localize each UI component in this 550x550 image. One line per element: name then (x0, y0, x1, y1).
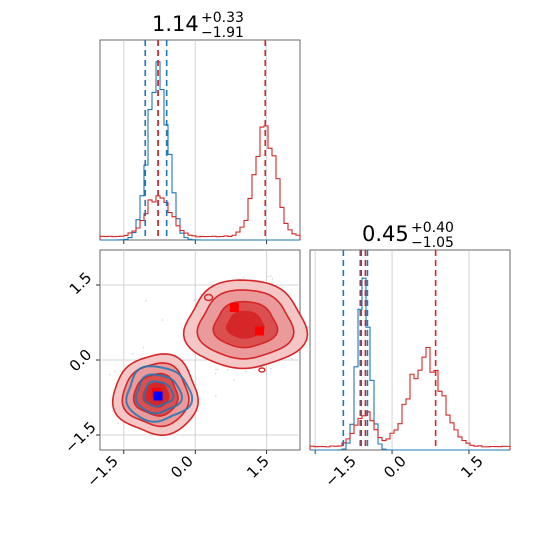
scatter-y-tick-label-2: −1.5 (61, 418, 99, 456)
red-contour-island-1 (258, 367, 266, 373)
blue-marker (153, 391, 163, 401)
blue-contour-0 (125, 365, 194, 423)
red-marker-0 (229, 303, 239, 312)
blue-contour-1 (134, 373, 183, 415)
red-contour-1-3 (225, 310, 265, 339)
scatter-point-1-51 (291, 357, 293, 360)
scatter-point-0-48 (131, 352, 134, 355)
red-contour-island-0 (203, 293, 214, 302)
hist2-title-plus: +0.40 (411, 220, 454, 236)
scatter-point-1-93 (200, 293, 202, 296)
scatter-point-1-113 (245, 370, 247, 373)
blue-contour-2 (142, 380, 175, 408)
scatter-point-1-19 (214, 372, 217, 375)
scatter-point-1-73 (227, 369, 229, 371)
scatter-point-0-56 (117, 422, 119, 425)
scatter-point-1-115 (233, 379, 235, 382)
hist1-frame (99, 39, 301, 241)
hist2-blue-histogram (310, 277, 510, 451)
scatter-x-tick-label-0: −1.5 (83, 452, 121, 490)
hist1-title-value: 1.14 (152, 12, 199, 36)
scatter-panel (96, 249, 309, 454)
scatter-y-tick-label-0: 1.5 (66, 269, 96, 299)
scatter-point-1-117 (271, 278, 274, 280)
scatter-point-0-72 (109, 373, 112, 376)
hist1-red-histogram (99, 125, 301, 240)
hist2-x-tick-label-2: 1.5 (457, 452, 487, 482)
scatter-x-tick-label-1: 0.0 (167, 452, 197, 482)
scatter-point-1-7 (270, 367, 272, 370)
scatter-point-0-3 (114, 370, 116, 373)
hist2-title-value: 0.45 (362, 222, 409, 246)
hist1-panel (99, 39, 301, 244)
hist1-blue-histogram (100, 61, 300, 241)
scatter-point-1-30 (242, 276, 245, 279)
scatter-point-1-74 (161, 319, 164, 321)
scatter-point-1-119 (216, 368, 219, 371)
hist2-frame (309, 249, 511, 451)
scatter-point-1-34 (193, 299, 195, 302)
scatter-point-1-14 (215, 368, 217, 371)
scatter-point-0-109 (111, 410, 114, 412)
hist2-x-tick-label-1: 0.0 (380, 452, 410, 482)
scatter-x-tick-label-2: 1.5 (243, 452, 273, 482)
hist2-red-histogram (309, 346, 511, 450)
scatter-point-1-109 (194, 297, 197, 300)
scatter-y-tick-label-1: 0.0 (66, 346, 96, 376)
hist2-title-minus: −1.05 (411, 235, 454, 251)
scatter-point-1-92 (215, 395, 217, 398)
scatter-point-1-24 (267, 275, 270, 278)
hist2-panel (309, 249, 511, 454)
hist1-title-minus: −1.91 (201, 25, 244, 41)
scatter-point-1-5 (145, 300, 147, 302)
hist1-title-plus: +0.33 (201, 10, 244, 26)
red-marker-1 (255, 326, 265, 336)
scatter-point-0-22 (142, 346, 145, 349)
scatter-point-1-91 (270, 275, 272, 277)
hist2-x-tick-label-0: −1.5 (321, 452, 359, 490)
